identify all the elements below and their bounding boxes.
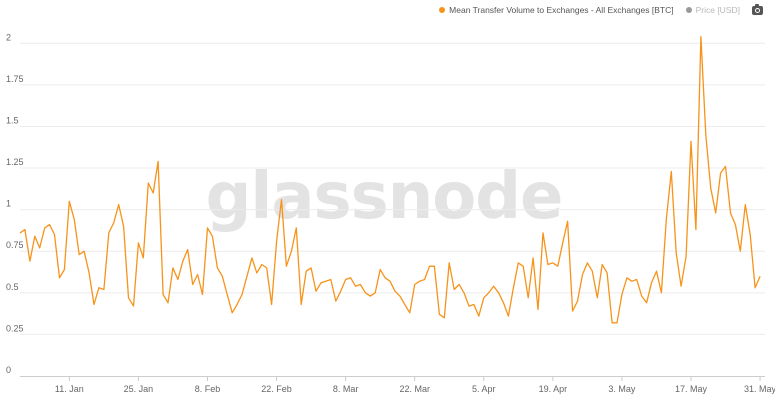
legend-item-mean-transfer-volume[interactable]: Mean Transfer Volume to Exchanges - All … (439, 5, 674, 15)
series-line-mean-transfer-volume (19, 35, 761, 324)
x-tick-label: 11. Jan (55, 384, 84, 394)
x-tick-label: 5. Apr (472, 384, 496, 394)
x-tick-label: 8. Mar (333, 384, 359, 394)
y-tick-label: 0.5 (6, 282, 19, 292)
y-tick-label: 2 (6, 32, 11, 42)
x-tick-label: 19. Apr (539, 384, 568, 394)
camera-icon[interactable] (752, 3, 763, 15)
legend-item-price[interactable]: Price [USD] (685, 5, 740, 15)
y-tick-label: 1 (6, 199, 11, 209)
y-tick-label: 1.5 (6, 115, 19, 125)
y-tick-label: 0 (6, 365, 11, 375)
legend-dot-icon (439, 7, 446, 13)
y-tick-label: 0.25 (6, 323, 24, 333)
y-axis-ticks: 0 0.25 0.5 0.75 1 1.25 1.5 1.75 2 (6, 32, 24, 375)
legend: Mean Transfer Volume to Exchanges - All … (439, 3, 763, 17)
x-tick-label: 8. Feb (195, 384, 221, 394)
x-tick-label: 25. Jan (124, 384, 154, 394)
x-tick-label: 22. Mar (399, 384, 430, 394)
x-axis-ticks: 11. Jan 25. Jan 8. Feb 22. Feb 8. Mar 22. Mar… (55, 376, 775, 394)
legend-label: Mean Transfer Volume to Exchanges - All … (449, 5, 674, 15)
watermark: glassnode (206, 160, 563, 234)
x-tick-label: 31. May (744, 384, 775, 394)
x-tick-label: 22. Feb (261, 384, 292, 394)
x-tick-label: 3. May (608, 384, 636, 394)
y-tick-label: 1.75 (6, 74, 24, 84)
y-tick-label: 1.25 (6, 157, 24, 167)
y-tick-label: 0.75 (6, 240, 24, 250)
legend-label: Price [USD] (695, 5, 740, 15)
x-tick-label: 17. May (675, 384, 708, 394)
legend-dot-icon (685, 7, 692, 13)
